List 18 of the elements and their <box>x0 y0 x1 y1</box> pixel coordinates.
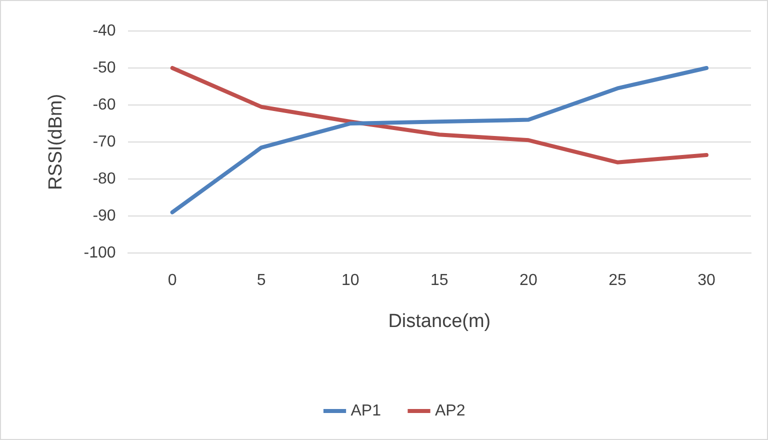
x-axis-title: Distance(m) <box>388 310 491 332</box>
x-tick-label: 25 <box>608 272 626 290</box>
x-tick-label: 5 <box>256 272 266 290</box>
y-tick-label: -70 <box>92 133 116 150</box>
y-tick-label: -100 <box>84 244 116 262</box>
y-tick-label: -50 <box>92 59 116 76</box>
x-tick-label: 0 <box>168 272 177 290</box>
y-tick-label: -60 <box>92 96 116 114</box>
x-tick-label: 30 <box>698 272 716 290</box>
y-tick-label: -40 <box>92 22 116 40</box>
y-tick-label: -90 <box>92 207 116 224</box>
y-tick-label: -80 <box>92 170 116 188</box>
x-tick-label: 20 <box>520 272 538 290</box>
legend-label: AP2 <box>435 402 466 420</box>
x-tick-label: 10 <box>341 272 360 290</box>
legend-label: AP1 <box>350 402 382 420</box>
y-axis-title: RSSI(dBm) <box>46 94 67 190</box>
x-tick-label: 15 <box>430 272 448 290</box>
